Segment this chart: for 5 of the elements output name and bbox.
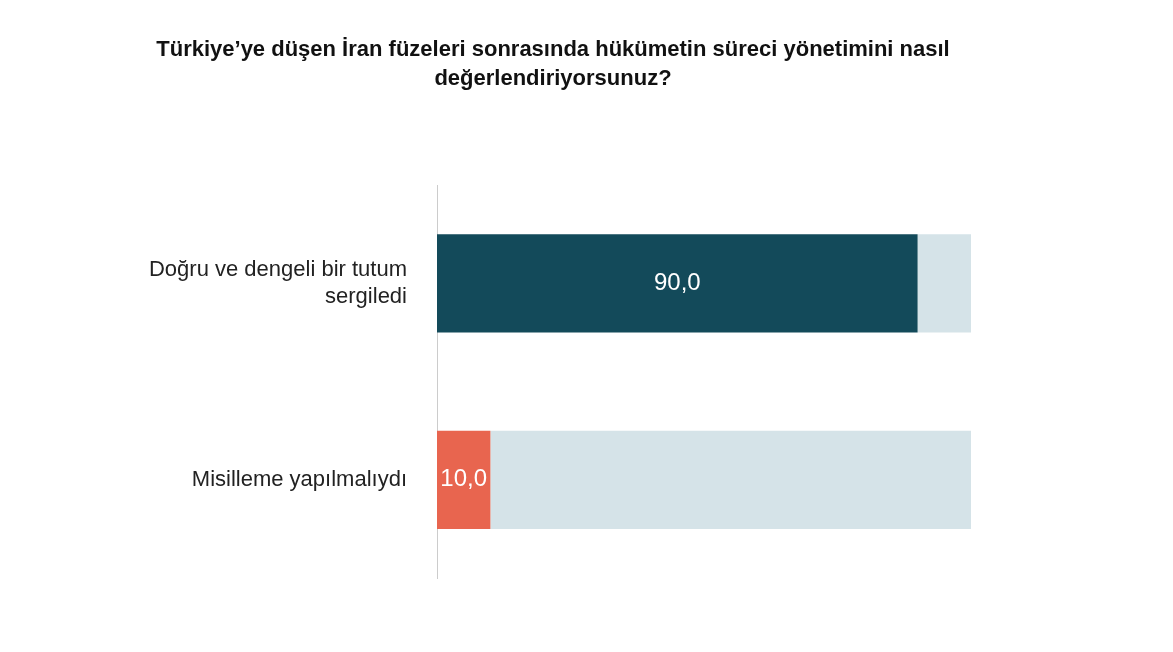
data-label: 10,0 bbox=[440, 464, 488, 492]
y-tick-label: Doğru ve dengeli bir tutum sergiledi bbox=[148, 256, 407, 308]
data-label: 90,0 bbox=[653, 267, 701, 295]
y-tick-label: Misilleme yapılmalıydı bbox=[191, 465, 407, 491]
chart-title: Türkiye’ye düşen İran füzeleri sonrasında hükümetin süreci yönetimini nasıl değerlendiriyorsunuz? bbox=[155, 35, 951, 92]
